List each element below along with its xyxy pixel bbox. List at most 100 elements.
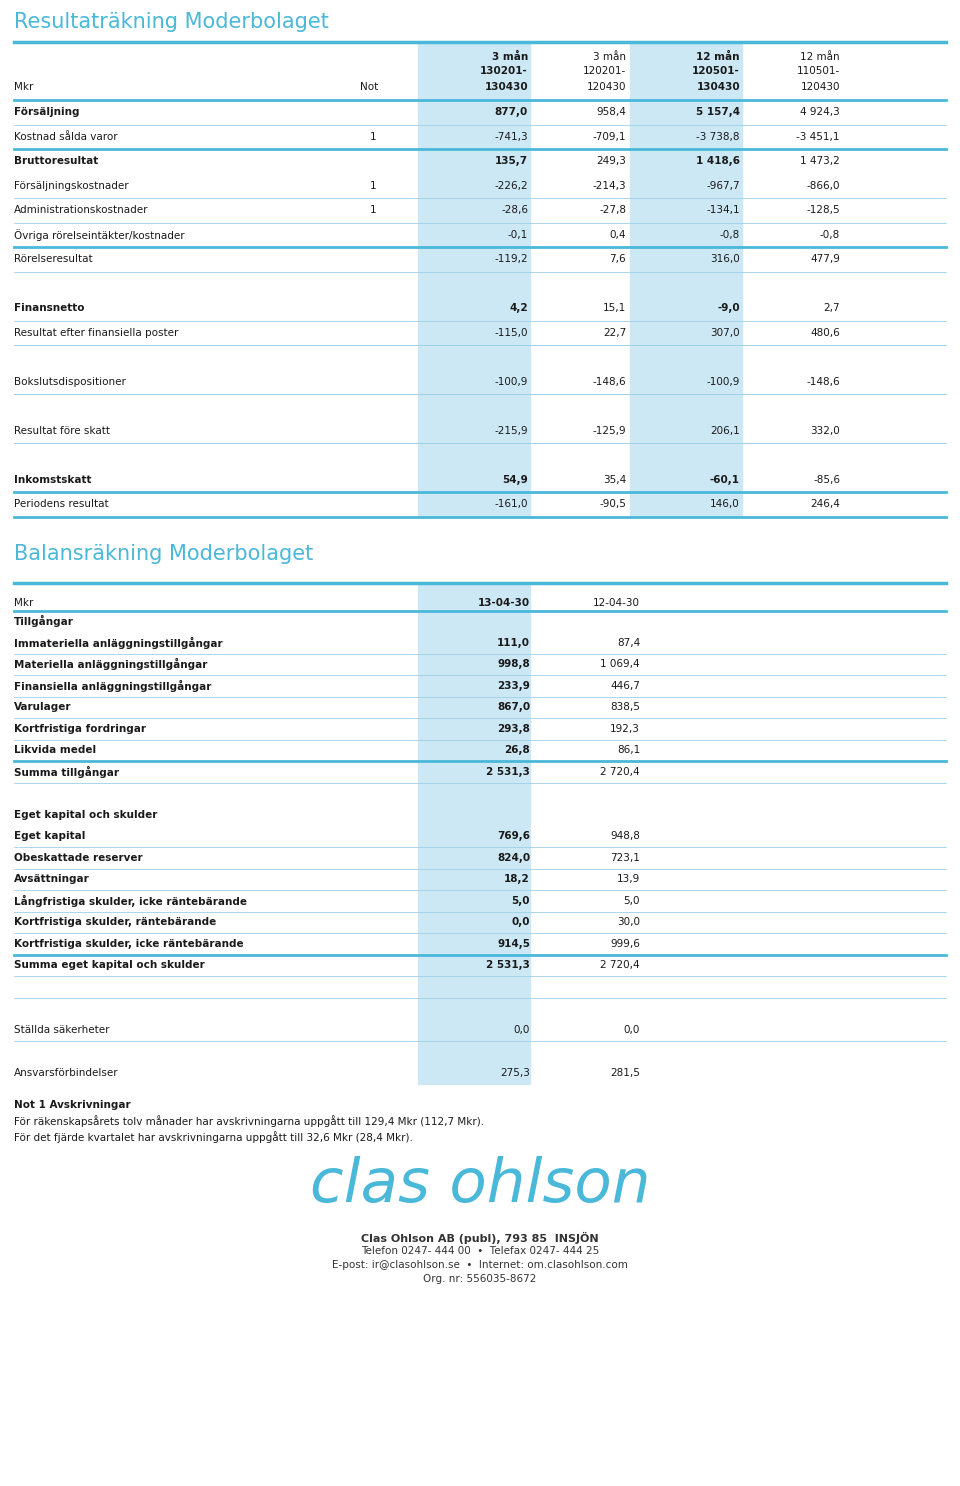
Text: -215,9: -215,9	[494, 426, 528, 435]
Text: Kortfristiga fordringar: Kortfristiga fordringar	[14, 724, 146, 734]
Text: -0,8: -0,8	[720, 230, 740, 239]
Text: 111,0: 111,0	[497, 637, 530, 648]
Text: Kostnad sålda varor: Kostnad sålda varor	[14, 132, 118, 141]
Bar	[418, 100, 530, 517]
Text: Finansnetto: Finansnetto	[14, 303, 84, 314]
Text: Ansvarsförbindelser: Ansvarsförbindelser	[14, 1068, 119, 1077]
Text: 1 473,2: 1 473,2	[801, 156, 840, 166]
Text: Bruttoresultat: Bruttoresultat	[14, 156, 98, 166]
Text: Summa eget kapital och skulder: Summa eget kapital och skulder	[14, 960, 204, 970]
Text: 206,1: 206,1	[710, 426, 740, 435]
Text: 998,8: 998,8	[497, 660, 530, 669]
Text: Tillgångar: Tillgångar	[14, 615, 74, 627]
Text: Resultaträkning Moderbolaget: Resultaträkning Moderbolaget	[14, 12, 329, 33]
Text: 5 157,4: 5 157,4	[696, 107, 740, 117]
Text: 1: 1	[370, 181, 376, 190]
Text: 3 mån: 3 mån	[492, 52, 528, 62]
Text: 249,3: 249,3	[596, 156, 626, 166]
Text: Rörelseresultat: Rörelseresultat	[14, 254, 92, 265]
Text: 233,9: 233,9	[497, 681, 530, 691]
Text: 293,8: 293,8	[497, 724, 530, 734]
Text: Eget kapital: Eget kapital	[14, 831, 85, 841]
Text: 723,1: 723,1	[611, 853, 640, 863]
Text: Kortfristiga skulder, icke räntebärande: Kortfristiga skulder, icke räntebärande	[14, 939, 244, 948]
Text: 1: 1	[370, 132, 376, 141]
Text: 1 069,4: 1 069,4	[600, 660, 640, 669]
Text: -100,9: -100,9	[494, 377, 528, 386]
Text: Mkr: Mkr	[14, 82, 34, 92]
Text: 13,9: 13,9	[616, 874, 640, 884]
Text: Not 1 Avskrivningar: Not 1 Avskrivningar	[14, 1101, 131, 1110]
Text: 948,8: 948,8	[611, 831, 640, 841]
Text: Ställda säkerheter: Ställda säkerheter	[14, 1025, 109, 1034]
Text: 135,7: 135,7	[494, 156, 528, 166]
Text: -148,6: -148,6	[592, 377, 626, 386]
Text: 5,0: 5,0	[623, 896, 640, 906]
Text: Org. nr: 556035-8672: Org. nr: 556035-8672	[423, 1275, 537, 1284]
Text: 477,9: 477,9	[810, 254, 840, 265]
Bar	[418, 42, 530, 110]
Text: Summa tillgångar: Summa tillgångar	[14, 765, 119, 777]
Text: 192,3: 192,3	[611, 724, 640, 734]
Text: 120430: 120430	[587, 82, 626, 92]
Text: 2 531,3: 2 531,3	[486, 960, 530, 970]
Text: 54,9: 54,9	[502, 474, 528, 484]
Text: 30,0: 30,0	[617, 917, 640, 927]
Text: Mkr: Mkr	[14, 597, 34, 608]
Text: 2,7: 2,7	[824, 303, 840, 314]
Text: 914,5: 914,5	[497, 939, 530, 948]
Text: 87,4: 87,4	[616, 637, 640, 648]
Text: 12-04-30: 12-04-30	[593, 597, 640, 608]
Text: 999,6: 999,6	[611, 939, 640, 948]
Text: -3 451,1: -3 451,1	[797, 132, 840, 141]
Bar	[418, 611, 530, 1083]
Text: 146,0: 146,0	[710, 499, 740, 510]
Text: 12 mån: 12 mån	[801, 52, 840, 62]
Text: -3 738,8: -3 738,8	[697, 132, 740, 141]
Text: -115,0: -115,0	[494, 328, 528, 337]
Bar	[630, 42, 742, 110]
Text: -866,0: -866,0	[806, 181, 840, 190]
Text: 110501-: 110501-	[797, 65, 840, 76]
Text: 1: 1	[370, 205, 376, 215]
Text: 307,0: 307,0	[710, 328, 740, 337]
Text: 446,7: 446,7	[611, 681, 640, 691]
Text: Clas Ohlson AB (publ), 793 85  INSJÖN: Clas Ohlson AB (publ), 793 85 INSJÖN	[361, 1232, 599, 1244]
Text: 13-04-30: 13-04-30	[478, 597, 530, 608]
Text: 480,6: 480,6	[810, 328, 840, 337]
Text: 86,1: 86,1	[616, 746, 640, 755]
Text: -85,6: -85,6	[813, 474, 840, 484]
Text: Långfristiga skulder, icke räntebärande: Långfristiga skulder, icke räntebärande	[14, 895, 247, 906]
Text: -100,9: -100,9	[707, 377, 740, 386]
Text: Övriga rörelseintäkter/kostnader: Övriga rörelseintäkter/kostnader	[14, 229, 184, 241]
Text: 130430: 130430	[696, 82, 740, 92]
Text: 2 720,4: 2 720,4	[600, 960, 640, 970]
Text: 838,5: 838,5	[611, 703, 640, 712]
Text: 120201-: 120201-	[583, 65, 626, 76]
Text: 35,4: 35,4	[603, 474, 626, 484]
Text: 7,6: 7,6	[610, 254, 626, 265]
Bar	[418, 583, 530, 611]
Text: clas ohlson: clas ohlson	[310, 1156, 650, 1216]
Text: 2 531,3: 2 531,3	[486, 767, 530, 777]
Text: -60,1: -60,1	[710, 474, 740, 484]
Text: 769,6: 769,6	[497, 831, 530, 841]
Text: 275,3: 275,3	[500, 1068, 530, 1077]
Text: -28,6: -28,6	[501, 205, 528, 215]
Text: Försäljningskostnader: Försäljningskostnader	[14, 181, 129, 190]
Text: 18,2: 18,2	[504, 874, 530, 884]
Text: 4 924,3: 4 924,3	[801, 107, 840, 117]
Text: Resultat före skatt: Resultat före skatt	[14, 426, 110, 435]
Text: -134,1: -134,1	[707, 205, 740, 215]
Text: 281,5: 281,5	[611, 1068, 640, 1077]
Text: -0,1: -0,1	[508, 230, 528, 239]
Text: -161,0: -161,0	[494, 499, 528, 510]
Text: 120501-: 120501-	[692, 65, 740, 76]
Text: Kortfristiga skulder, räntebärande: Kortfristiga skulder, räntebärande	[14, 917, 216, 927]
Text: Obeskattade reserver: Obeskattade reserver	[14, 853, 143, 863]
Text: -148,6: -148,6	[806, 377, 840, 386]
Text: -119,2: -119,2	[494, 254, 528, 265]
Text: Finansiella anläggningstillgångar: Finansiella anläggningstillgångar	[14, 679, 211, 692]
Text: 5,0: 5,0	[512, 896, 530, 906]
Text: Inkomstskatt: Inkomstskatt	[14, 474, 91, 484]
